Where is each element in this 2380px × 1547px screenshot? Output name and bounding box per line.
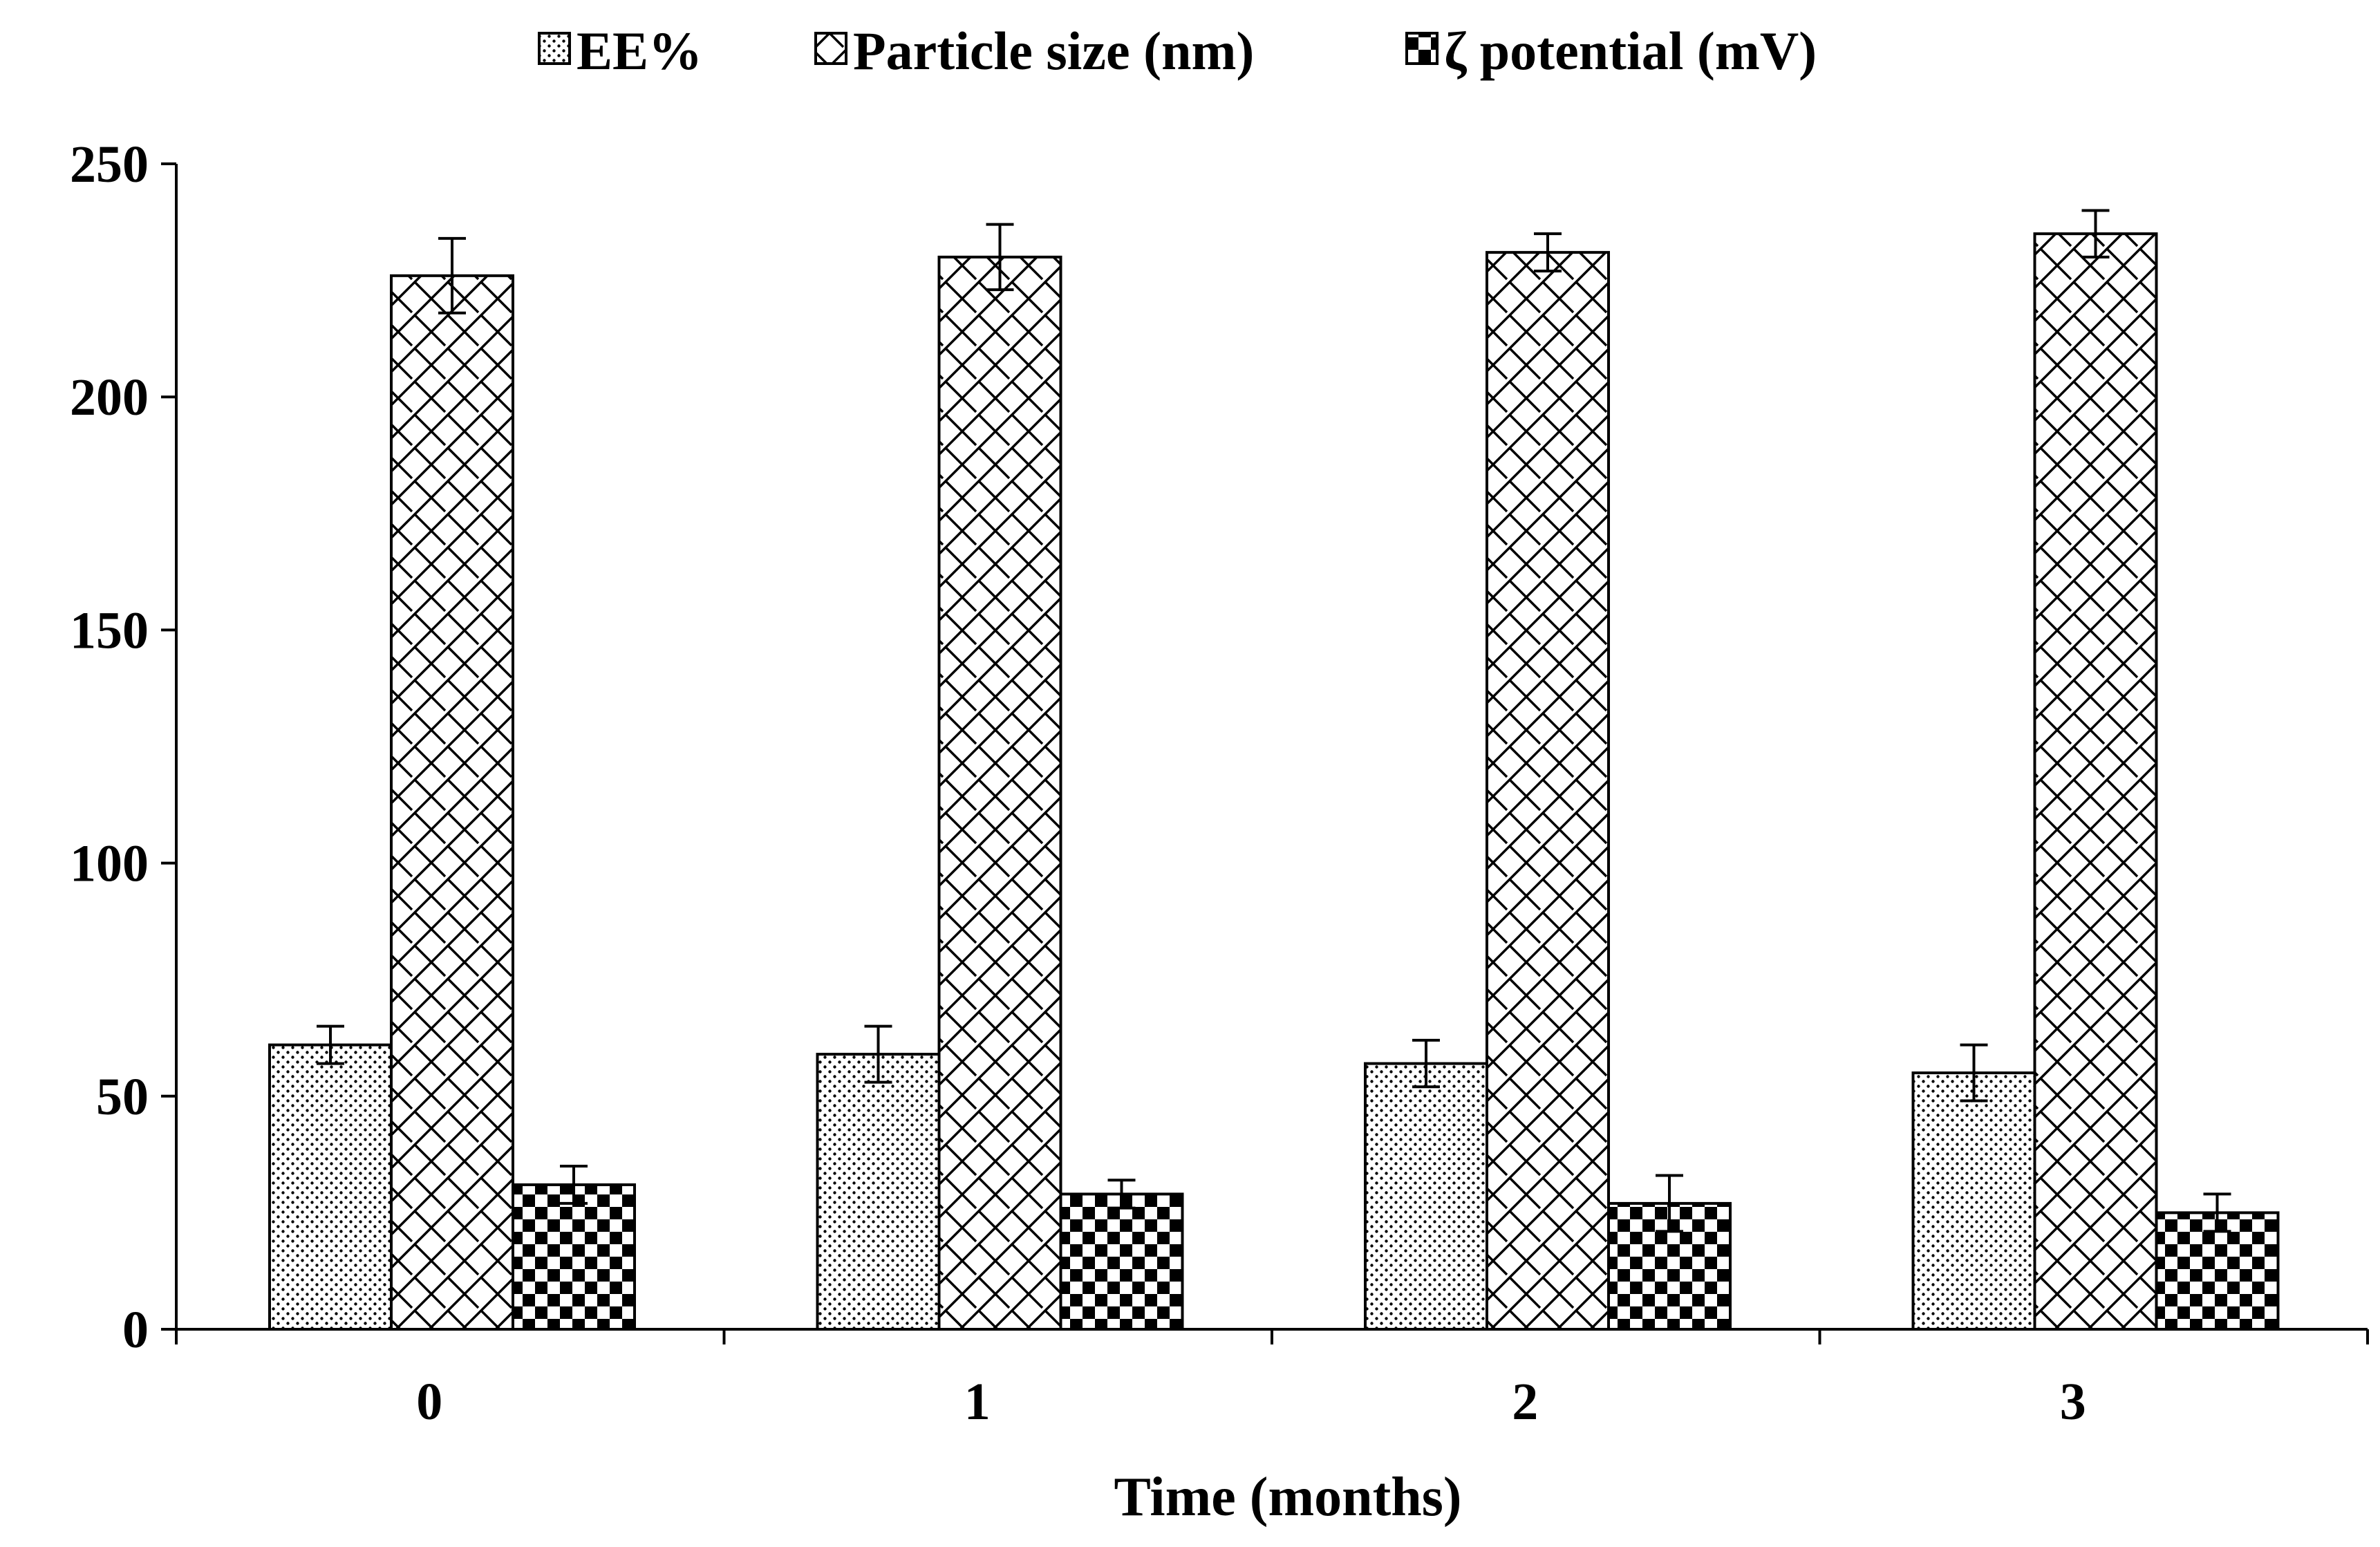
y-tick-label: 0 <box>122 1301 149 1359</box>
bar <box>2033 232 2158 1331</box>
y-tick-label: 200 <box>70 368 149 426</box>
y-tick-label: 150 <box>70 601 149 659</box>
bar <box>1059 1192 1184 1331</box>
bar <box>1486 251 1610 1331</box>
x-tick-label: 2 <box>1512 1373 1538 1431</box>
x-axis: 0 1 2 3 <box>175 1328 2369 1431</box>
bar <box>816 1053 941 1331</box>
legend-label: EE% <box>577 21 702 81</box>
legend-swatch <box>1405 32 1439 65</box>
x-axis-title: Time (months) <box>1114 1467 1462 1528</box>
y-tick-label: 100 <box>70 835 149 893</box>
y-tick-label: 250 <box>70 135 149 194</box>
bars <box>268 232 2280 1331</box>
x-tick-label: 0 <box>416 1373 442 1431</box>
bar <box>390 274 514 1331</box>
bar <box>512 1183 636 1331</box>
bar <box>268 1043 393 1331</box>
legend-swatch <box>538 32 571 65</box>
x-tick-label: 3 <box>2060 1373 2086 1431</box>
bar <box>1364 1062 1488 1331</box>
bar <box>1911 1071 2036 1331</box>
legend-label: Particle size (nm) <box>853 21 1254 81</box>
y-axis: 0 50 100 150 200 250 <box>70 135 178 1359</box>
legend-label: ζ potential (mV) <box>1444 21 1817 81</box>
x-tick-label: 1 <box>964 1373 991 1431</box>
bar <box>937 255 1062 1331</box>
legend: EE% Particle size (nm) ζ potential (mV) <box>538 21 1817 81</box>
y-tick-label: 50 <box>96 1068 149 1126</box>
error-bars <box>317 209 2231 1233</box>
legend-swatch <box>814 32 847 65</box>
